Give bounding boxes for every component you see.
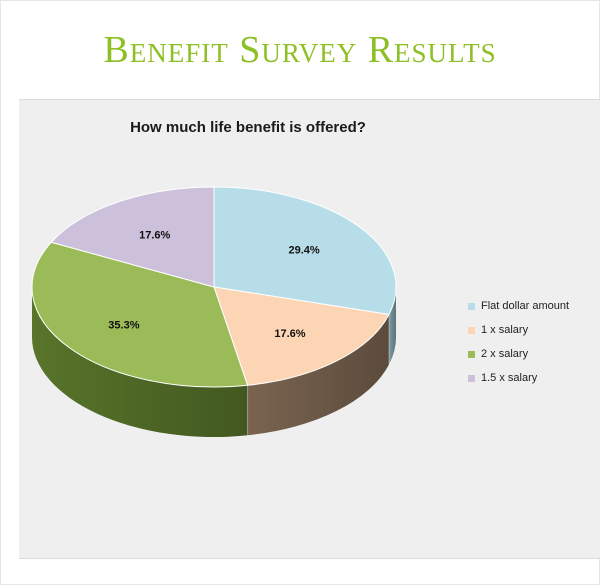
pie-chart: 29.4% 17.6% 35.3% 17.6% [31,186,397,437]
chart-legend: Flat dollar amount 1 x salary 2 x salary 1.… [468,294,569,390]
pie-side-shade-2-x-salary [32,287,248,437]
pie-slice-1-5-x-salary [50,186,215,288]
legend-label: 1 x salary [481,324,529,336]
pie-slice-1-x-salary [213,286,390,386]
legend-item-flat-dollar-amount: Flat dollar amount [468,294,569,318]
legend-label: 1.5 x salary [481,372,538,384]
legend-item-1-5-x-salary: 1.5 x salary [468,366,569,390]
chart-area: How much life benefit is offered? 29.4% 1… [19,99,600,559]
legend-item-1-x-salary: 1 x salary [468,318,569,342]
chart-title: How much life benefit is offered? [130,119,366,136]
legend-label: 2 x salary [481,348,529,360]
legend-item-2-x-salary: 2 x salary [468,342,569,366]
legend-swatch [468,326,475,334]
pie-slice-2-x-salary [31,241,249,388]
legend-label: Flat dollar amount [481,300,570,312]
data-label-flat-dollar-amount: 29.4% [288,245,319,257]
legend-swatch [468,350,475,358]
data-label-1-x-salary: 17.6% [274,328,305,340]
data-label-1-5-x-salary: 17.6% [139,229,170,241]
pie-slice-flat-dollar-amount [213,186,397,315]
pie-side-shade-1-x-salary [247,314,389,436]
legend-swatch [468,302,475,310]
pie-side-shade-flat-dollar-amount [388,287,396,365]
legend-swatch [468,374,475,382]
data-label-2-x-salary: 35.3% [108,319,139,331]
page-title: Benefit Survey Results [103,29,497,71]
